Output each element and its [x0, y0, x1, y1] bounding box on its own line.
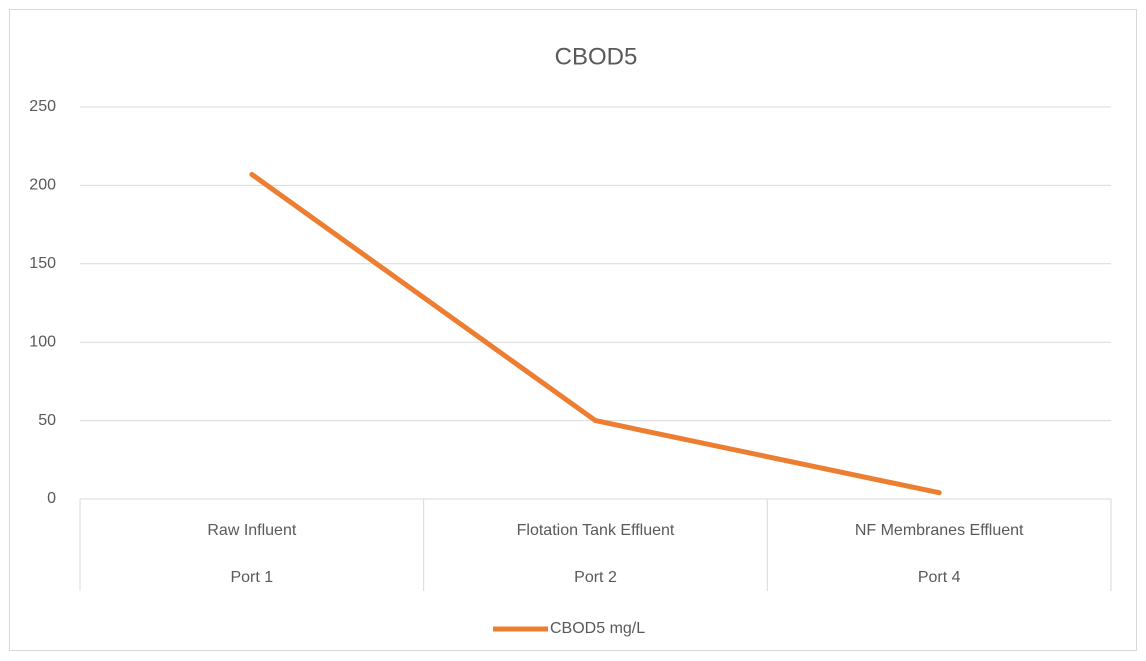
y-tick-label: 50 — [38, 412, 56, 429]
y-tick-label: 200 — [29, 177, 56, 194]
x-tick-label: Raw Influent — [207, 522, 296, 539]
y-tick-label: 0 — [47, 490, 56, 507]
x-tick-label: Flotation Tank Effluent — [517, 522, 675, 539]
y-tick-label: 150 — [29, 255, 56, 272]
x-group-label: Port 2 — [574, 569, 617, 586]
x-group-label: Port 1 — [230, 569, 273, 586]
x-group-label: Port 4 — [918, 569, 961, 586]
legend-label: CBOD5 mg/L — [550, 620, 645, 637]
chart-border — [9, 9, 1137, 651]
data-line — [249, 171, 942, 496]
y-tick-label: 250 — [29, 98, 56, 115]
y-tick-label: 100 — [29, 333, 56, 350]
x-tick-label: NF Membranes Effluent — [855, 522, 1024, 539]
chart-title: CBOD5 — [555, 43, 638, 70]
